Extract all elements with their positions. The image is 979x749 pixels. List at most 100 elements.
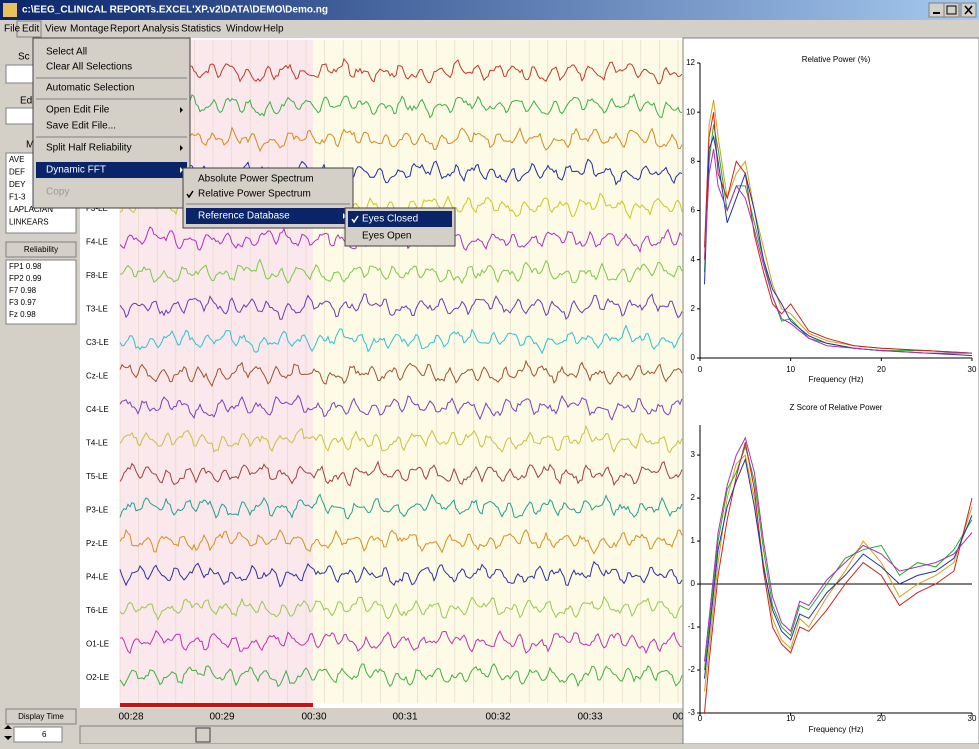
menu-highlight xyxy=(36,162,187,178)
list-item[interactable]: LINKEARS xyxy=(9,218,49,227)
button-label: Display Time xyxy=(18,712,64,721)
chart-title: Z Score of Relative Power xyxy=(790,403,883,412)
spectrum-line xyxy=(704,442,973,714)
menu-highlight xyxy=(348,211,452,227)
y-tick-label: 0 xyxy=(691,353,696,362)
menu-item[interactable]: Statistics xyxy=(181,24,221,35)
menu-item[interactable]: Split Half Reliability xyxy=(46,143,132,154)
menu-item[interactable]: Help xyxy=(263,24,284,35)
menu-item[interactable]: Copy xyxy=(46,187,69,198)
eeg-trace xyxy=(119,460,683,487)
menu-item[interactable]: Montage xyxy=(70,24,109,35)
list-item[interactable]: AVE xyxy=(9,155,24,164)
y-tick-label: 2 xyxy=(691,493,696,502)
eeg-trace xyxy=(119,293,683,320)
eeg-trace xyxy=(119,663,683,688)
list-item[interactable]: Fz 0.98 xyxy=(9,310,36,319)
menu-item[interactable]: Window xyxy=(226,24,262,35)
list-item[interactable]: LAPLACIAN xyxy=(9,205,53,214)
panel-label: M xyxy=(26,140,34,151)
spectrum-line xyxy=(704,457,973,679)
y-tick-label: 10 xyxy=(686,107,695,116)
list-item[interactable]: FP2 0.99 xyxy=(9,274,42,283)
spectrum-panel xyxy=(682,37,979,745)
time-label: 00:28 xyxy=(118,712,143,723)
x-tick-label: 30 xyxy=(968,714,977,723)
time-label: 00:31 xyxy=(392,712,417,723)
list-item[interactable]: F1-3 xyxy=(9,193,26,202)
eeg-trace xyxy=(119,528,683,555)
menu-item[interactable]: Select All xyxy=(46,47,87,58)
channel-label: Pz-LE xyxy=(86,539,108,548)
menu-pressed xyxy=(16,20,42,38)
menu-item[interactable]: Analysis xyxy=(142,24,179,35)
menu-item[interactable]: Clear All Selections xyxy=(46,62,132,73)
eeg-trace xyxy=(119,394,683,421)
time-label: 00:33 xyxy=(577,712,602,723)
time-label: 00:30 xyxy=(301,712,326,723)
x-tick-label: 0 xyxy=(698,365,703,374)
x-tick-label: 10 xyxy=(786,365,795,374)
scroll-thumb[interactable] xyxy=(195,727,211,743)
channel-label: P4-LE xyxy=(86,573,108,582)
eeg-trace xyxy=(119,359,683,388)
y-tick-label: 8 xyxy=(691,156,696,165)
y-tick-label: 2 xyxy=(691,304,696,313)
menu-item[interactable]: Save Edit File... xyxy=(46,121,116,132)
list-item[interactable]: DEF xyxy=(9,168,25,177)
list-item[interactable]: F7 0.98 xyxy=(9,286,37,295)
menu-item[interactable]: Dynamic FFT xyxy=(46,165,106,176)
maximize[interactable] xyxy=(943,2,960,18)
menu-item[interactable]: Reference Database xyxy=(198,211,290,222)
channel-label: T6-LE xyxy=(86,606,108,615)
spin-box[interactable] xyxy=(13,726,63,743)
time-label: 00:32 xyxy=(485,712,510,723)
menu-item[interactable]: Relative Power Spectrum xyxy=(198,189,311,200)
menu-bar xyxy=(0,20,979,38)
display-time-button[interactable] xyxy=(5,708,77,725)
x-tick-label: 0 xyxy=(698,714,703,723)
window-buttons xyxy=(928,2,977,18)
eeg-trace xyxy=(119,424,683,454)
reliability-button[interactable] xyxy=(5,241,77,258)
check-mark xyxy=(186,190,194,199)
y-tick-label: -2 xyxy=(688,665,696,674)
scrollbar[interactable] xyxy=(79,725,684,745)
menu-item[interactable]: Absolute Power Spectrum xyxy=(198,174,314,185)
channel-label: T4-LE xyxy=(86,439,108,448)
channel-label: O1-LE xyxy=(86,640,109,649)
menu-item[interactable]: File xyxy=(4,24,21,35)
menu-item[interactable]: Eyes Closed xyxy=(362,214,418,225)
y-tick-label: 6 xyxy=(691,206,696,215)
channel-label: C3-LE xyxy=(86,338,109,347)
channel-label: C4-LE xyxy=(86,405,109,414)
spectrum-line xyxy=(704,112,973,354)
submenu-arrow xyxy=(180,107,183,113)
list-item[interactable]: DEY xyxy=(9,180,26,189)
list-item[interactable]: F3 0.97 xyxy=(9,298,37,307)
panel-label: Sc xyxy=(18,52,30,63)
button-label: Reliability xyxy=(24,245,58,254)
x-tick-label: 30 xyxy=(968,365,977,374)
menu-highlight xyxy=(186,208,350,224)
spectrum-line xyxy=(704,436,973,662)
menu-item[interactable]: Eyes Open xyxy=(362,231,411,242)
menu-item[interactable]: Open Edit File xyxy=(46,105,110,116)
list-item[interactable]: FP1 0.98 xyxy=(9,262,42,271)
submenu-arrow xyxy=(180,167,183,173)
menu-item[interactable]: View xyxy=(45,24,67,35)
y-tick-label: -1 xyxy=(688,622,696,631)
x-axis-label: Frequency (Hz) xyxy=(808,375,863,384)
reliability-list[interactable] xyxy=(5,259,77,325)
eeg-trace xyxy=(119,57,683,85)
menu-item[interactable]: Automatic Selection xyxy=(46,83,134,94)
eeg-trace xyxy=(119,93,683,119)
menu-item[interactable]: Report xyxy=(110,24,140,35)
eeg-trace xyxy=(119,630,683,655)
minimize[interactable] xyxy=(928,2,945,18)
y-tick-label: 12 xyxy=(686,58,695,67)
menu-item[interactable]: Edit xyxy=(22,24,39,35)
spin-arrows[interactable] xyxy=(4,725,12,740)
check-mark xyxy=(351,215,359,224)
eeg-trace xyxy=(119,126,683,153)
